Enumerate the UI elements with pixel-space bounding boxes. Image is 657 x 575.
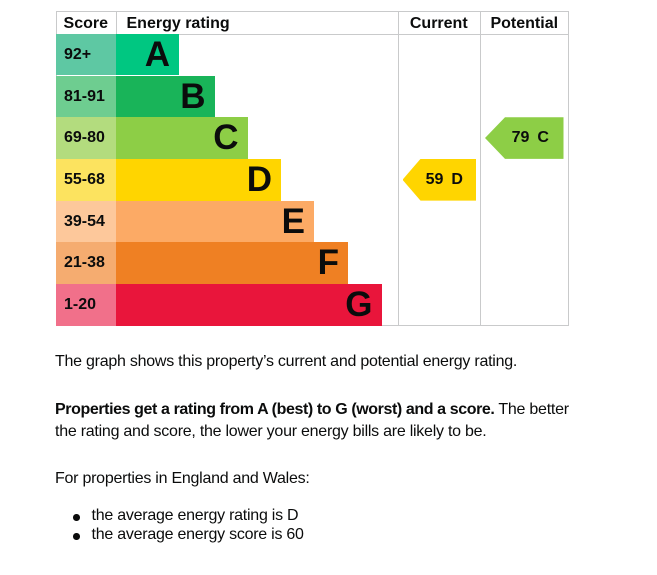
averages-intro: For properties in England and Wales: bbox=[55, 470, 310, 487]
band-bar-c: C bbox=[116, 117, 248, 159]
column-header-potential: Potential bbox=[490, 15, 559, 32]
score-range-a: 92+ bbox=[56, 33, 116, 76]
band-rows: 92+ A 81-91 B 69-80 C 55-68 D 39-54 E 21-38 F 1-20 G bbox=[56, 11, 569, 326]
table-border-top bbox=[56, 11, 569, 12]
band-row-e: 39-54 E bbox=[56, 200, 569, 243]
score-range-b: 81-91 bbox=[56, 75, 116, 118]
potential-rating-band: C bbox=[537, 129, 549, 147]
rating-explanation: Properties get a rating from A (best) to… bbox=[55, 399, 569, 442]
band-row-d: 55-68 D bbox=[56, 158, 569, 201]
band-bar-a: A bbox=[116, 33, 179, 76]
band-row-g: 1-20 G bbox=[56, 284, 569, 326]
current-rating-score: 59 bbox=[425, 170, 444, 188]
table-header-underline bbox=[56, 33, 569, 35]
current-rating-tag: 59 D bbox=[402, 158, 476, 201]
graph-description: The graph shows this property’s current … bbox=[55, 352, 518, 370]
score-range-f: 21-38 bbox=[56, 242, 116, 284]
band-bar-b: B bbox=[116, 75, 215, 118]
potential-rating-score: 79 bbox=[511, 129, 530, 147]
potential-rating-tag-label: 79 C bbox=[505, 117, 556, 159]
column-header-energy-rating: Energy rating bbox=[126, 15, 230, 32]
current-rating-tag-label: 59 D bbox=[421, 159, 469, 201]
column-header-score: Score bbox=[63, 15, 108, 32]
rating-explanation-bold: Properties get a rating from A (best) to… bbox=[55, 401, 495, 418]
table-border-right bbox=[567, 11, 569, 326]
potential-rating-tag: 79 C bbox=[485, 117, 564, 159]
band-bar-d: D bbox=[116, 158, 281, 201]
current-rating-tag-shape bbox=[402, 158, 476, 201]
table-divider-potential bbox=[480, 11, 481, 326]
band-bar-e: E bbox=[116, 200, 314, 243]
rating-explanation-rest: The better bbox=[494, 401, 569, 418]
table-divider-current bbox=[397, 11, 399, 326]
column-header-current: Current bbox=[409, 15, 468, 32]
score-range-e: 39-54 bbox=[56, 200, 116, 243]
band-bar-f: F bbox=[116, 242, 348, 284]
energy-rating-graph: Score Energy rating Current Potential 92… bbox=[56, 11, 569, 326]
current-rating-band: D bbox=[451, 170, 463, 188]
average-item-2: the average energy score is 60 bbox=[55, 525, 304, 544]
band-row-c: 69-80 C bbox=[56, 117, 569, 159]
score-range-c: 69-80 bbox=[56, 117, 116, 159]
rating-explanation-line2: the rating and score, the lower your ene… bbox=[55, 422, 487, 440]
band-row-b: 81-91 B bbox=[56, 75, 569, 118]
band-bar-g: G bbox=[116, 284, 382, 326]
score-range-d: 55-68 bbox=[56, 158, 116, 201]
score-range-g: 1-20 bbox=[56, 284, 116, 326]
average-item-1: the average energy rating is D bbox=[55, 506, 304, 525]
band-row-a: 92+ A bbox=[56, 33, 569, 76]
band-row-f: 21-38 F bbox=[56, 242, 569, 284]
table-divider-score bbox=[115, 11, 117, 34]
